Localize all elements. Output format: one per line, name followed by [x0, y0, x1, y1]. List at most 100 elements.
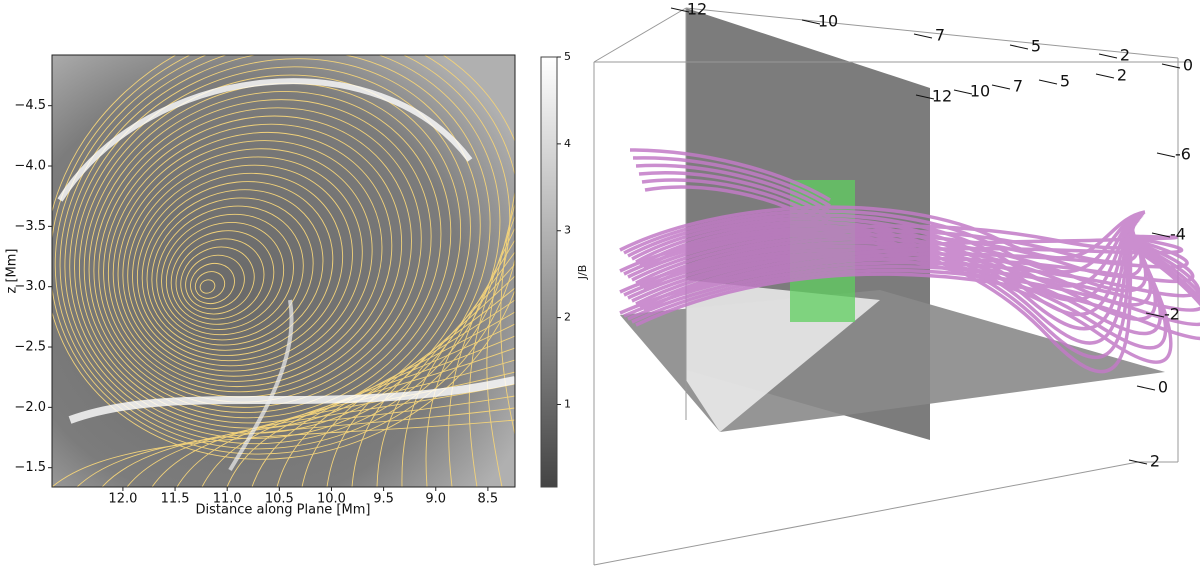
- x-tick-label: 9.0: [425, 492, 446, 507]
- field-line: [635, 233, 1178, 306]
- streamline: [199, 279, 216, 294]
- colorbar-tick-label: 5: [564, 50, 571, 63]
- streamline: [146, 189, 324, 351]
- colorbar-tick-label: 1: [564, 397, 571, 410]
- field-line: [643, 218, 1140, 345]
- streamline: [468, 215, 515, 487]
- streamline: [117, 140, 383, 382]
- 3d-tick-label: -4: [1170, 225, 1186, 244]
- streamline: [401, 251, 515, 487]
- 3d-tick-label: 5: [1060, 72, 1070, 91]
- streamline: [107, 123, 403, 393]
- streamline: [351, 275, 515, 487]
- 3d-tick: [1009, 44, 1029, 50]
- 3d-tick-label: 2: [1120, 46, 1130, 65]
- field-line: [639, 234, 1184, 309]
- 3d-tick: [1151, 232, 1171, 238]
- 3d-tick-label: 10: [970, 82, 990, 101]
- streamline: [122, 148, 373, 377]
- streamline: [201, 347, 515, 487]
- x-tick-label: 11.0: [213, 492, 242, 507]
- y-tick-label: −2.5: [14, 340, 46, 355]
- streamline: [52, 55, 515, 455]
- 3d-tick: [991, 84, 1011, 90]
- streamline: [500, 191, 515, 437]
- x-tick-label: 10.0: [317, 492, 346, 507]
- streamline: [88, 91, 442, 413]
- streamline: [93, 99, 432, 408]
- streamline: [194, 271, 226, 299]
- streamline: [165, 222, 285, 330]
- field-line: [644, 185, 832, 232]
- field-line: [627, 240, 1200, 321]
- colorbar-label: J/B: [576, 265, 589, 281]
- y-tick-label: −3.0: [14, 279, 46, 294]
- streamline: [52, 55, 515, 460]
- streamline: [185, 254, 245, 310]
- streamline: [180, 246, 255, 315]
- 3d-tick: [1161, 63, 1181, 69]
- 3d-tick-label: 2: [1117, 66, 1127, 85]
- 3d-tick-label: 0: [1183, 56, 1193, 75]
- render-3d: [593, 7, 1200, 566]
- colorbar: [540, 56, 558, 488]
- x-tick-label: 9.5: [373, 492, 394, 507]
- 3d-tick-label: 7: [1013, 77, 1023, 96]
- streamline: [127, 156, 363, 372]
- streamline: [126, 383, 515, 487]
- streamline: [376, 263, 515, 487]
- field-line: [635, 163, 831, 214]
- streamline: [151, 197, 314, 346]
- field-line: [631, 241, 1200, 326]
- 3d-tick: [1145, 312, 1165, 318]
- x-axis-label: Distance along Plane [Mm]: [196, 503, 371, 518]
- streamline: [52, 419, 515, 487]
- 3d-tick: [670, 7, 690, 13]
- streamline: [54, 55, 511, 450]
- colorbar-tick-label: 4: [564, 137, 571, 150]
- streamline: [175, 238, 265, 320]
- 3d-tick: [913, 33, 933, 39]
- streamline: [141, 181, 334, 356]
- streamline: [59, 55, 501, 445]
- streamline: [101, 395, 515, 487]
- x-tick-label: 8.5: [478, 492, 499, 507]
- 3d-tick-label: 7: [935, 26, 945, 45]
- streamline: [161, 213, 294, 336]
- streamline: [170, 230, 275, 325]
- 3d-tick: [1095, 73, 1115, 79]
- field-line: [623, 209, 1145, 274]
- heatmap-image: [52, 55, 515, 487]
- streamline: [132, 164, 353, 367]
- y-tick-label: −4.5: [14, 98, 46, 113]
- streamline: [326, 287, 515, 487]
- y-tick-label: −2.0: [14, 400, 46, 415]
- 3d-tick-label: 0: [1158, 378, 1168, 397]
- 3d-tick-label: -2: [1164, 305, 1180, 324]
- 3d-tick-label: 2: [1150, 452, 1160, 471]
- x-tick-label: 10.5: [265, 492, 294, 507]
- 3d-tick: [915, 94, 935, 100]
- 3d-tick-label: 10: [818, 12, 838, 31]
- streamline: [74, 66, 471, 429]
- streamline: [301, 299, 515, 487]
- y-axis-label: z [Mm]: [5, 249, 20, 294]
- 3d-tick-label: 12: [932, 87, 952, 106]
- streamline: [486, 203, 515, 487]
- field-line: [619, 237, 1195, 315]
- 3d-tick-label: 5: [1031, 37, 1041, 56]
- field-line: [632, 156, 831, 208]
- 3d-tick: [1098, 53, 1118, 59]
- field-line: [638, 171, 831, 220]
- field-line: [623, 238, 1200, 318]
- y-tick-label: −1.5: [14, 460, 46, 475]
- 3d-tick: [1128, 459, 1148, 465]
- streamline: [156, 205, 304, 341]
- plot-frame: [51, 54, 516, 488]
- streamline: [425, 239, 515, 487]
- field-line: [641, 178, 831, 226]
- x-tick-label: 12.0: [108, 492, 137, 507]
- streamline: [98, 107, 422, 403]
- 3d-tick: [953, 89, 973, 95]
